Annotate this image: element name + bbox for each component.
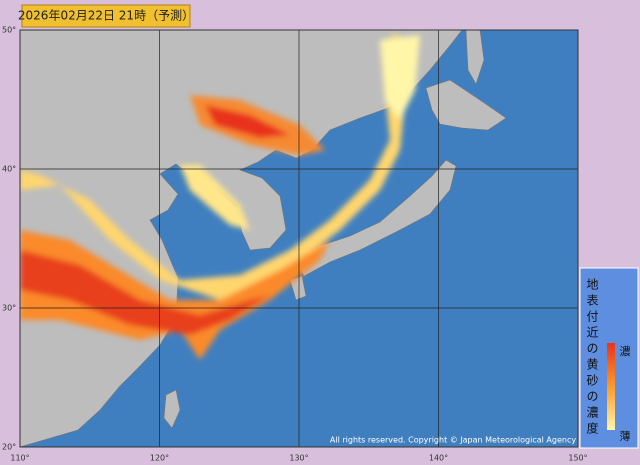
legend-title: 地表付近の黄砂の濃度 <box>585 278 599 438</box>
lat-label: 40° <box>2 165 16 174</box>
lon-label: 110° <box>10 454 29 463</box>
lon-label: 120° <box>150 454 169 463</box>
legend-low: 薄 <box>620 429 631 443</box>
land <box>20 30 507 447</box>
dust <box>20 34 420 360</box>
ticks: 50° 40° 30° 20° 110° 120° 130° 140° 150° <box>2 26 588 463</box>
lon-label: 150° <box>568 454 587 463</box>
title: 2026年02月22日 21時（予測） <box>18 9 194 23</box>
graticule <box>20 30 578 447</box>
map-frame <box>19 29 579 448</box>
legend-high: 濃 <box>620 344 631 358</box>
legend-scale <box>607 343 615 430</box>
lon-label: 130° <box>289 454 308 463</box>
lon-label: 140° <box>429 454 448 463</box>
lat-label: 30° <box>2 304 16 313</box>
lat-label: 50° <box>2 26 16 35</box>
map <box>20 30 578 447</box>
title-box <box>21 4 191 28</box>
lat-label: 20° <box>2 443 16 452</box>
credit: All rights reserved. Copyright © Japan M… <box>330 436 576 445</box>
